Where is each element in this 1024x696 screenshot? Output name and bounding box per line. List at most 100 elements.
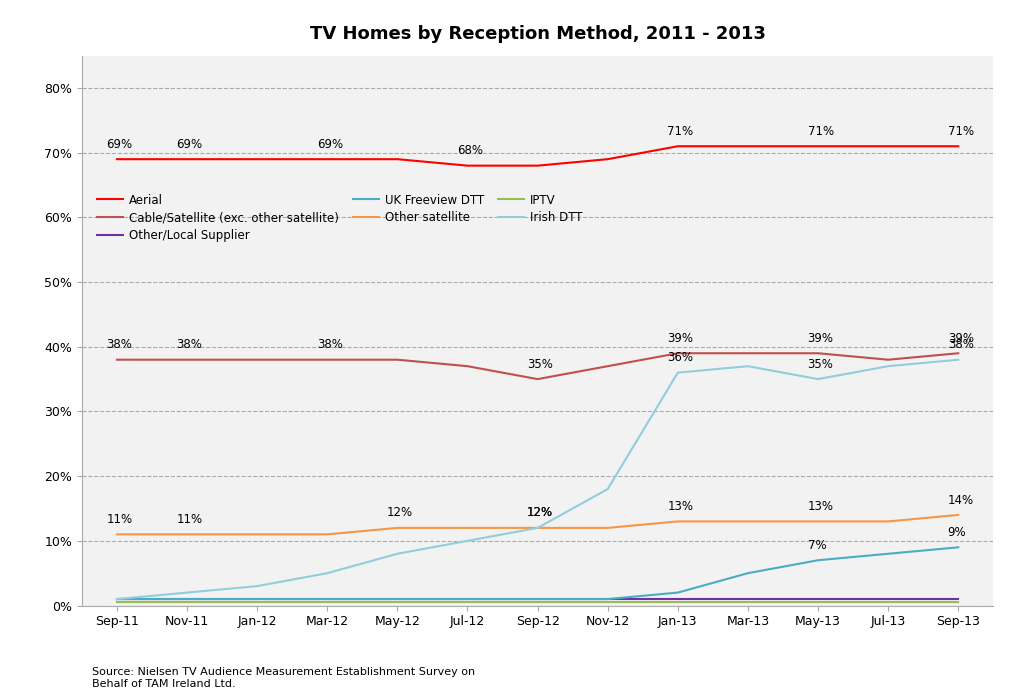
Aerial	[812, 142, 824, 150]
Text: 35%: 35%	[527, 358, 553, 371]
Irish DTT	[462, 537, 474, 545]
Legend: Aerial, Cable/Satellite (exc. other satellite), Other/Local Supplier, UK Freevie: Aerial, Cable/Satellite (exc. other sate…	[97, 193, 583, 242]
Cable/Satellite (exc. other satellite)	[111, 356, 123, 364]
UK Freeview DTT	[601, 595, 613, 603]
Other/Local Supplier	[672, 595, 684, 603]
Text: 35%: 35%	[808, 358, 834, 371]
Cable/Satellite (exc. other satellite)	[741, 349, 754, 358]
Other/Local Supplier	[882, 595, 894, 603]
Aerial	[952, 142, 965, 150]
Line: Irish DTT: Irish DTT	[117, 360, 958, 599]
IPTV	[391, 598, 403, 606]
Text: 13%: 13%	[668, 500, 693, 513]
Line: Other satellite: Other satellite	[117, 515, 958, 535]
Line: Aerial: Aerial	[117, 146, 958, 166]
Cable/Satellite (exc. other satellite)	[251, 356, 263, 364]
Aerial	[251, 155, 263, 164]
Title: TV Homes by Reception Method, 2011 - 2013: TV Homes by Reception Method, 2011 - 201…	[309, 25, 766, 43]
Text: 69%: 69%	[316, 138, 343, 151]
Line: UK Freeview DTT: UK Freeview DTT	[117, 547, 958, 599]
Text: 9%: 9%	[948, 526, 967, 539]
Irish DTT	[322, 569, 334, 578]
IPTV	[601, 598, 613, 606]
Other/Local Supplier	[531, 595, 544, 603]
Other satellite	[462, 523, 474, 532]
Irish DTT	[111, 595, 123, 603]
Text: 7%: 7%	[808, 539, 826, 552]
IPTV	[952, 598, 965, 606]
Aerial	[601, 155, 613, 164]
UK Freeview DTT	[952, 543, 965, 551]
Cable/Satellite (exc. other satellite)	[322, 356, 334, 364]
Text: 13%: 13%	[808, 500, 834, 513]
Other/Local Supplier	[741, 595, 754, 603]
Text: Source: Nielsen TV Audience Measurement Establishment Survey on
Behalf of TAM Ir: Source: Nielsen TV Audience Measurement …	[92, 667, 475, 689]
Other/Local Supplier	[391, 595, 403, 603]
Text: 12%: 12%	[527, 507, 553, 519]
Other/Local Supplier	[322, 595, 334, 603]
Text: 69%: 69%	[106, 138, 132, 151]
UK Freeview DTT	[391, 595, 403, 603]
Other/Local Supplier	[251, 595, 263, 603]
Aerial	[391, 155, 403, 164]
Irish DTT	[741, 362, 754, 370]
Text: 38%: 38%	[106, 338, 132, 351]
IPTV	[741, 598, 754, 606]
Other satellite	[531, 523, 544, 532]
Irish DTT	[531, 523, 544, 532]
Cable/Satellite (exc. other satellite)	[952, 349, 965, 358]
Cable/Satellite (exc. other satellite)	[672, 349, 684, 358]
Text: 71%: 71%	[668, 125, 693, 138]
Text: 39%: 39%	[948, 332, 974, 345]
Other/Local Supplier	[952, 595, 965, 603]
Irish DTT	[181, 588, 194, 596]
Text: 71%: 71%	[948, 125, 974, 138]
UK Freeview DTT	[251, 595, 263, 603]
UK Freeview DTT	[531, 595, 544, 603]
Text: 39%: 39%	[808, 332, 834, 345]
Text: 71%: 71%	[808, 125, 834, 138]
Other satellite	[812, 517, 824, 525]
Text: 12%: 12%	[527, 507, 553, 519]
IPTV	[322, 598, 334, 606]
UK Freeview DTT	[181, 595, 194, 603]
Text: 12%: 12%	[387, 507, 413, 519]
Other satellite	[111, 530, 123, 539]
Cable/Satellite (exc. other satellite)	[181, 356, 194, 364]
Aerial	[531, 161, 544, 170]
Aerial	[741, 142, 754, 150]
Cable/Satellite (exc. other satellite)	[462, 362, 474, 370]
Cable/Satellite (exc. other satellite)	[601, 362, 613, 370]
IPTV	[531, 598, 544, 606]
Aerial	[462, 161, 474, 170]
Other/Local Supplier	[812, 595, 824, 603]
UK Freeview DTT	[741, 569, 754, 578]
Other satellite	[882, 517, 894, 525]
Other/Local Supplier	[601, 595, 613, 603]
Irish DTT	[882, 362, 894, 370]
Other satellite	[181, 530, 194, 539]
Text: 68%: 68%	[457, 144, 483, 157]
Irish DTT	[391, 550, 403, 558]
Other satellite	[251, 530, 263, 539]
UK Freeview DTT	[462, 595, 474, 603]
Cable/Satellite (exc. other satellite)	[531, 375, 544, 383]
UK Freeview DTT	[111, 595, 123, 603]
IPTV	[462, 598, 474, 606]
IPTV	[111, 598, 123, 606]
Text: 39%: 39%	[668, 332, 693, 345]
Other/Local Supplier	[111, 595, 123, 603]
Other satellite	[952, 511, 965, 519]
Other satellite	[322, 530, 334, 539]
Irish DTT	[672, 368, 684, 377]
Cable/Satellite (exc. other satellite)	[812, 349, 824, 358]
Irish DTT	[251, 582, 263, 590]
Text: 38%: 38%	[316, 338, 343, 351]
Aerial	[882, 142, 894, 150]
Cable/Satellite (exc. other satellite)	[391, 356, 403, 364]
UK Freeview DTT	[672, 588, 684, 596]
Other satellite	[391, 523, 403, 532]
Line: Cable/Satellite (exc. other satellite): Cable/Satellite (exc. other satellite)	[117, 354, 958, 379]
Text: 11%: 11%	[106, 513, 132, 526]
UK Freeview DTT	[812, 556, 824, 564]
